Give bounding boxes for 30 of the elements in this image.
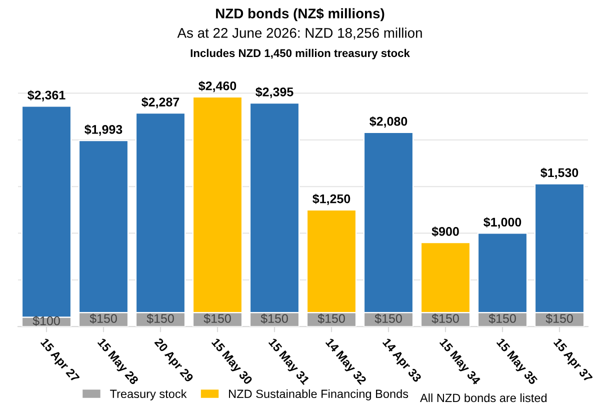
- data-label: $150: [260, 314, 288, 324]
- data-label: $150: [374, 314, 402, 324]
- total-label: $1,250: [312, 194, 350, 206]
- total-label: $2,460: [198, 80, 236, 92]
- data-label: $150: [146, 314, 174, 324]
- x-tick-label: 20 Apr 29: [152, 337, 194, 384]
- total-label: $2,080: [370, 116, 408, 128]
- text: Includes NZD 1,450 million treasury stock: [190, 48, 410, 60]
- legend-label: NZD Sustainable Financing Bonds: [229, 389, 408, 400]
- data-label: $100: [32, 316, 60, 326]
- total-label: $2,361: [28, 90, 66, 102]
- x-tick-label: 15 Apr 27: [38, 338, 80, 384]
- data-label: $150: [204, 314, 231, 324]
- data-label: $150: [432, 314, 459, 324]
- legend-label: Treasury stock: [110, 389, 187, 400]
- data-label: $150: [90, 314, 117, 324]
- x-tick-label: 14 Apr 33: [380, 338, 422, 384]
- data-label: $150: [488, 314, 516, 324]
- total-label: $2,395: [256, 86, 294, 98]
- total-label: $2,287: [142, 97, 180, 108]
- text: All NZD bonds are listed: [420, 393, 547, 402]
- x-tick-label: 15 Apr 37: [552, 338, 593, 384]
- total-label: $1,993: [84, 124, 122, 136]
- total-label: $1,000: [484, 217, 522, 228]
- data-label: $150: [318, 314, 345, 324]
- data-label: $150: [546, 314, 573, 324]
- total-label: $1,530: [540, 168, 578, 179]
- chart-subtitle: As at 22 June 2026: NZD 18,256 million: [177, 28, 422, 40]
- total-label: $900: [432, 226, 459, 237]
- chart-title: NZD bonds (NZ$ millions): [216, 8, 384, 22]
